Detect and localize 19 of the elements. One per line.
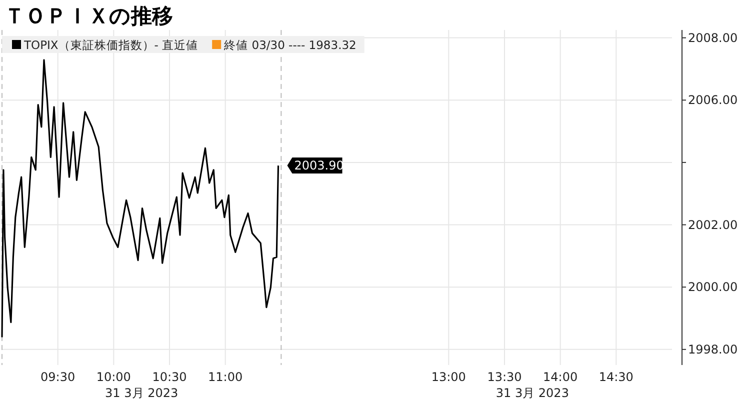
chart-title: ＴＯＰＩＸの推移 (4, 4, 173, 28)
text: 31 3月 2023 (496, 386, 569, 400)
x-tick-label: 11:00 (208, 370, 243, 384)
x-tick-label: 13:30 (487, 370, 522, 384)
y-tick-label: 2008.00 (688, 30, 738, 45)
y-tick-label: 1998.00 (688, 342, 738, 356)
text: 31 3月 2023 (105, 386, 178, 400)
legend-label: TOPIX（東証株価指数）- 直近値 (23, 38, 198, 52)
x-tick-label: 10:00 (96, 370, 131, 384)
legend-label: 終値 03/30 ---- 1983.32 (223, 38, 356, 52)
line-series (1, 59, 280, 338)
y-tick-label: 2002.00 (688, 218, 738, 232)
y-tick-label: 2006.00 (688, 93, 738, 108)
x-tick-label: 13:00 (431, 370, 466, 384)
x-tick-label: 10:30 (152, 370, 187, 384)
x-tick-label: 09:30 (40, 370, 76, 384)
x-tick-label: 14:30 (598, 370, 634, 384)
x-tick-label: 14:00 (543, 370, 578, 384)
y-tick-label: 2000.00 (688, 280, 738, 294)
